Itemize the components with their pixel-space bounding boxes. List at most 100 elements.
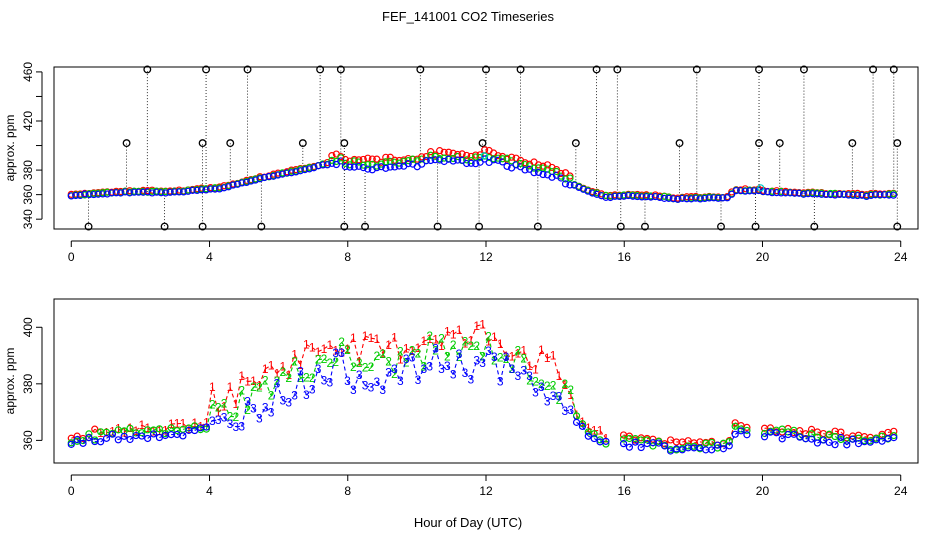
series-3-point bbox=[382, 164, 390, 172]
series-3-point bbox=[126, 189, 134, 197]
series-line-segment bbox=[564, 384, 572, 396]
series-3-point bbox=[566, 181, 574, 189]
series-3-point bbox=[876, 191, 884, 199]
series-line-segment bbox=[534, 349, 542, 370]
series-line-segment bbox=[488, 350, 495, 358]
flagged-point-high bbox=[482, 65, 490, 74]
flagged-point-mid bbox=[478, 139, 487, 148]
series-line-segment bbox=[82, 437, 90, 444]
series-line-segment bbox=[399, 351, 407, 363]
series-point bbox=[149, 430, 158, 438]
series-point bbox=[760, 433, 769, 441]
series-line-segment bbox=[317, 348, 325, 353]
series-line-segment bbox=[323, 358, 331, 364]
series-point bbox=[167, 424, 175, 432]
series-1-point bbox=[404, 154, 412, 163]
series-line-segment bbox=[423, 366, 430, 370]
series-3-point bbox=[826, 190, 835, 199]
series-point bbox=[584, 432, 592, 440]
series-line-segment bbox=[558, 383, 566, 401]
series-3-point bbox=[180, 188, 188, 196]
flagged-point-low bbox=[257, 222, 266, 231]
series-line-segment bbox=[241, 401, 249, 427]
series-2-point bbox=[404, 157, 412, 165]
series-line-segment bbox=[288, 354, 296, 376]
series-3-point bbox=[633, 192, 641, 201]
series-line-segment bbox=[364, 335, 372, 339]
series-line-segment bbox=[470, 360, 478, 380]
series-line-segment bbox=[276, 371, 284, 382]
plot-frame bbox=[53, 66, 919, 230]
series-line-segment bbox=[664, 445, 671, 452]
series-point bbox=[719, 445, 728, 453]
series-line-segment bbox=[294, 354, 301, 366]
series-point bbox=[631, 438, 639, 446]
x-tick-label: 12 bbox=[479, 250, 493, 264]
series-line-segment bbox=[223, 386, 231, 407]
series-line-segment bbox=[370, 337, 377, 340]
series-line-segment bbox=[529, 375, 536, 393]
series-line-segment bbox=[822, 433, 830, 441]
series-point bbox=[144, 434, 152, 443]
series-point bbox=[179, 432, 187, 440]
series-point bbox=[73, 432, 81, 440]
series-line-segment bbox=[405, 348, 413, 352]
series-line-segment bbox=[511, 368, 519, 377]
series-point bbox=[843, 441, 851, 449]
series-1-point bbox=[368, 155, 376, 163]
x-tick-label: 0 bbox=[68, 250, 75, 264]
series-3-point bbox=[773, 189, 781, 197]
series-point bbox=[790, 430, 798, 438]
series-line-segment bbox=[523, 358, 531, 381]
series-line-segment bbox=[211, 387, 219, 413]
series-point bbox=[637, 443, 645, 452]
x-tick-label: 12 bbox=[479, 484, 493, 498]
series-point bbox=[778, 435, 786, 443]
x-tick-label: 4 bbox=[206, 484, 213, 498]
series-line-segment bbox=[247, 386, 254, 411]
series-1-point bbox=[436, 147, 444, 155]
series-3-point bbox=[660, 194, 668, 202]
series-line-segment bbox=[352, 374, 360, 391]
series-point bbox=[725, 442, 733, 450]
series-line-segment bbox=[552, 385, 560, 401]
series-line-segment bbox=[441, 365, 448, 370]
series-1-point bbox=[476, 151, 484, 159]
cyan-point bbox=[480, 152, 488, 160]
series-line-segment bbox=[212, 419, 219, 422]
flagged-point-mid bbox=[226, 139, 235, 148]
series-point bbox=[831, 441, 839, 449]
series-line-segment bbox=[482, 350, 489, 364]
series-line-segment bbox=[576, 415, 583, 424]
series-line-segment bbox=[223, 417, 231, 425]
series-3-point bbox=[229, 181, 237, 189]
series-line-segment bbox=[500, 356, 507, 360]
series-3-point bbox=[719, 194, 727, 202]
flagged-point-mid bbox=[298, 139, 307, 148]
series-line-segment bbox=[382, 344, 389, 354]
x-tick-label: 0 bbox=[68, 484, 75, 498]
series-line-segment bbox=[241, 375, 248, 382]
flagged-point-low bbox=[340, 222, 349, 231]
series-line-segment bbox=[452, 344, 460, 358]
series-line-segment bbox=[505, 356, 513, 370]
series-point bbox=[67, 440, 75, 448]
series-3-point bbox=[323, 161, 331, 169]
series-line-segment bbox=[435, 339, 442, 347]
flagged-point-low bbox=[616, 222, 625, 231]
series-3-point bbox=[184, 187, 192, 195]
series-line-segment bbox=[452, 353, 460, 375]
y-tick-label: 340 bbox=[21, 209, 35, 229]
series-line-segment bbox=[523, 350, 531, 367]
series-line-segment bbox=[264, 407, 272, 413]
series-line-segment bbox=[282, 366, 290, 376]
series-3-point bbox=[350, 163, 358, 171]
series-line-segment bbox=[552, 355, 560, 377]
flagged-point-high bbox=[336, 65, 345, 74]
series-3-point bbox=[813, 190, 821, 198]
series-3-point bbox=[795, 189, 803, 197]
series-line-segment bbox=[523, 370, 530, 377]
series-3-point bbox=[166, 188, 174, 196]
series-3-point bbox=[512, 161, 520, 169]
series-point bbox=[737, 427, 745, 435]
